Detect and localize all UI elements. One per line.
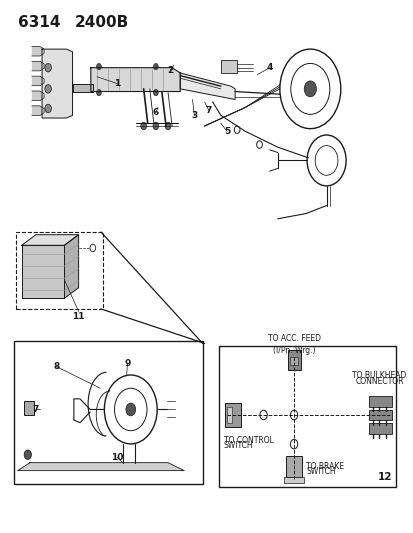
Text: (I/Pn. Wrg.): (I/Pn. Wrg.) [272, 346, 315, 355]
Circle shape [290, 439, 297, 449]
Text: 9: 9 [124, 359, 130, 368]
Circle shape [24, 450, 31, 459]
Circle shape [256, 141, 262, 148]
Bar [24, 401, 34, 415]
Circle shape [259, 410, 266, 419]
Circle shape [45, 85, 51, 93]
Circle shape [165, 122, 171, 130]
Bar [285, 456, 301, 477]
Bar [289, 357, 297, 365]
Polygon shape [180, 73, 235, 100]
Bar [368, 410, 391, 420]
Circle shape [153, 63, 158, 70]
Text: 2: 2 [166, 66, 173, 75]
Polygon shape [32, 76, 44, 86]
Polygon shape [42, 49, 72, 118]
Circle shape [45, 63, 51, 72]
Bar [368, 397, 391, 407]
Polygon shape [32, 61, 44, 71]
Polygon shape [64, 235, 78, 298]
Bar [287, 350, 300, 370]
Circle shape [96, 63, 101, 70]
Polygon shape [32, 91, 44, 101]
Polygon shape [72, 84, 93, 92]
Bar [226, 407, 231, 423]
Polygon shape [21, 245, 64, 298]
Text: 11: 11 [72, 312, 85, 321]
Text: 4: 4 [266, 63, 272, 72]
Text: TO ACC. FEED: TO ACC. FEED [267, 334, 320, 343]
Bar [218, 346, 395, 487]
Circle shape [140, 122, 146, 130]
Circle shape [153, 122, 158, 130]
Text: 7: 7 [33, 405, 39, 414]
Text: 8: 8 [53, 362, 59, 371]
Text: 10: 10 [111, 453, 123, 462]
Polygon shape [32, 106, 44, 115]
Circle shape [45, 104, 51, 113]
Text: SWITCH: SWITCH [306, 467, 335, 476]
Text: 2400B: 2400B [74, 14, 128, 30]
Text: SWITCH: SWITCH [223, 441, 253, 450]
Bar [224, 403, 241, 426]
Circle shape [234, 126, 240, 133]
Text: 5: 5 [223, 127, 230, 136]
Text: 6: 6 [152, 108, 159, 117]
Polygon shape [90, 68, 180, 92]
Polygon shape [32, 46, 44, 56]
Text: 12: 12 [377, 472, 392, 482]
Text: TO BULKHEAD: TO BULKHEAD [351, 372, 406, 381]
Bar [368, 423, 391, 433]
Polygon shape [21, 235, 78, 245]
Bar [14, 341, 202, 484]
Text: TO BRAKE: TO BRAKE [306, 462, 344, 471]
Circle shape [304, 81, 316, 97]
Polygon shape [18, 463, 184, 471]
Circle shape [153, 90, 158, 96]
Circle shape [96, 90, 101, 96]
Bar [221, 60, 237, 73]
Text: 7: 7 [205, 106, 211, 115]
Circle shape [126, 403, 135, 416]
Text: 3: 3 [191, 111, 197, 120]
Text: TO CONTROL: TO CONTROL [223, 436, 273, 445]
Text: CONNECTOR: CONNECTOR [354, 377, 403, 386]
Circle shape [290, 410, 297, 419]
Text: 6314: 6314 [18, 14, 60, 30]
Bar [283, 477, 304, 483]
Bar [16, 232, 103, 309]
Text: 1: 1 [114, 79, 120, 88]
